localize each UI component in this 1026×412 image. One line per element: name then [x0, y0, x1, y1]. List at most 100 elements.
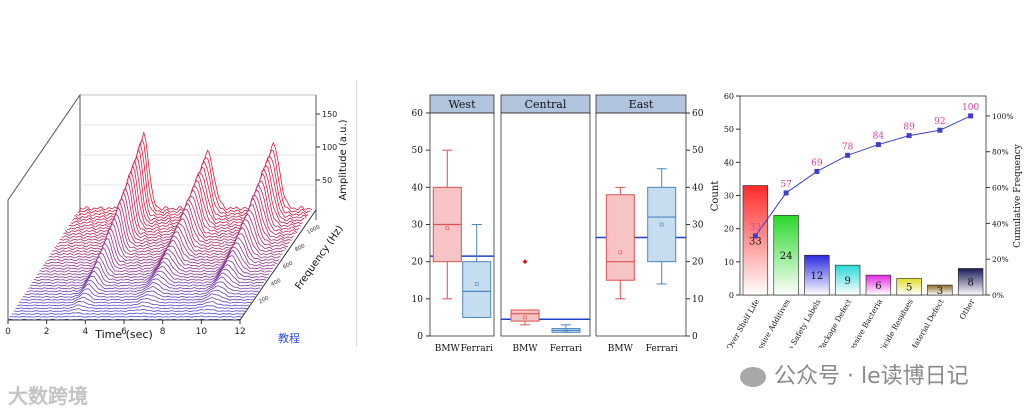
pareto-bar	[773, 215, 799, 296]
box-y-tick-label: 30	[412, 221, 424, 231]
pareto-cumulative-label: 33	[750, 223, 762, 233]
box-mean-marker	[474, 282, 479, 286]
pareto-bar-label: 5	[906, 283, 912, 294]
waterfall-x-label: Time (sec)	[94, 328, 153, 341]
pareto-cumulative-label: 84	[873, 132, 885, 142]
waterfall-x-tick-label: 10	[196, 327, 208, 337]
waterfall-trace	[15, 304, 248, 310]
waterfall-trace	[13, 308, 246, 312]
pareto-bar-label: 6	[875, 281, 881, 292]
pareto-bar	[834, 264, 861, 296]
waterfall-trace	[9, 315, 242, 318]
watermark-left: 大数跨境	[8, 384, 88, 408]
waterfall-y-tick-label: 1000	[306, 224, 322, 236]
pareto-y-tick-label: 0	[729, 291, 734, 300]
box-mean-marker	[564, 328, 568, 333]
pareto-bar-label: 8	[967, 278, 973, 289]
pareto-y-tick-label: 20	[724, 225, 734, 234]
pareto-bar-label: 9	[844, 276, 850, 287]
pareto-x-label: Package Defect	[816, 298, 853, 349]
box-y2-tick-label: 50	[692, 146, 704, 156]
box-x-label: Ferrari	[461, 344, 493, 354]
pareto-cumulative-line	[754, 115, 971, 237]
pareto-cumulative-point	[937, 127, 943, 133]
waterfall-x-tick-label: 0	[5, 327, 11, 337]
watermark-right-text: 公众号 · le读博日记	[774, 364, 969, 389]
pareto-y2-tick-label: 60%	[992, 184, 1009, 193]
box-y2-tick-label: 40	[692, 183, 704, 193]
pareto-cumulative-point	[783, 190, 789, 196]
waterfall-y-label: Frequency (Hz)	[293, 224, 345, 292]
waterfall-x-tick-label: 8	[160, 327, 166, 337]
box-y2-tick-label: 60	[692, 109, 704, 119]
pareto-bar-label: 33	[749, 236, 762, 247]
pareto-y2-tick-label: 0%	[992, 291, 1004, 300]
pareto-bar	[927, 284, 953, 296]
box-mean-marker	[659, 222, 664, 227]
box-y-tick-label: 50	[412, 146, 424, 156]
pareto-cumulative-label: 92	[934, 117, 945, 127]
pareto-y-tick-label: 30	[724, 192, 734, 201]
box-mean-marker	[618, 250, 623, 255]
box-panel-title: East	[629, 98, 654, 111]
pareto-cumulative-point	[875, 142, 881, 148]
waterfall-trace	[17, 301, 250, 307]
box-y-tick-label: 40	[412, 183, 424, 193]
pareto-y2-tick-label: 40%	[992, 219, 1009, 228]
pareto-cumulative-label: 89	[903, 123, 915, 133]
box-y2-tick-label: 20	[692, 258, 704, 268]
pareto-cumulative-label: 100	[962, 103, 979, 113]
waterfall-chart: 0 2 4 6 8 10 12 Time (sec) 50 100 150 Amplitude (a.…	[0, 80, 357, 346]
box-mean-marker	[445, 226, 450, 231]
tutorial-link[interactable]: 教程	[278, 332, 300, 345]
box-y-tick-label: 20	[412, 258, 424, 268]
box-x-label: BMW	[608, 344, 634, 354]
box-panel-frame	[500, 112, 591, 337]
waterfall-x-tick-label: 2	[44, 327, 50, 337]
box-y-tick-label: 10	[412, 295, 424, 305]
waterfall-z-tick-label: 50	[322, 176, 332, 185]
waterfall-left-wall	[7, 93, 81, 320]
box-y2-tick-label: 0	[692, 332, 698, 342]
box-panel-title: West	[449, 98, 477, 111]
pareto-y-tick-label: 60	[724, 92, 734, 101]
waterfall-x-tick-label: 6	[121, 327, 127, 337]
pareto-bar	[742, 185, 769, 296]
waterfall-x-tick-label: 12	[234, 327, 245, 337]
pareto-bar-label: 12	[811, 271, 824, 282]
pareto-bar	[865, 274, 892, 296]
pareto-cumulative-point	[968, 113, 974, 119]
pareto-x-label: Other	[958, 297, 977, 321]
pareto-bar	[896, 278, 922, 296]
waterfall-y-tick-label: 600	[282, 260, 295, 270]
pareto-x-label: Over Shelf Life	[725, 297, 762, 348]
pareto-chart: 33 Over Shelf Life 24 Excessive Additives 12…	[706, 88, 1026, 370]
box-x-label: BMW	[435, 344, 461, 354]
box-mean-marker	[523, 315, 527, 320]
pareto-bar	[804, 254, 830, 296]
pareto-y-tick-label: 40	[724, 158, 734, 167]
box-outlier	[522, 259, 528, 265]
pareto-bar-label: 24	[780, 251, 793, 262]
waterfall-y-tick-label: 400	[270, 278, 283, 288]
box-ferrari	[462, 261, 492, 318]
pareto-cumulative-point	[814, 168, 820, 174]
box-bmw	[510, 309, 540, 322]
box-panel-title: Central	[525, 98, 567, 111]
box-x-label: BMW	[512, 344, 538, 354]
waterfall-y-tick-label: 800	[294, 243, 307, 253]
pareto-cumulative-point	[845, 152, 851, 158]
box-x-label: Ferrari	[646, 344, 678, 354]
box-bmw	[605, 194, 635, 281]
box-y-tick-label: 60	[412, 109, 424, 119]
pareto-bar-label: 3	[937, 286, 943, 297]
waterfall-z-label: Amplitude (a.u.)	[338, 119, 349, 200]
pareto-cumulative-point	[752, 233, 758, 239]
pareto-y-label: Count	[710, 181, 721, 212]
waterfall-y-tick-label: 200	[258, 295, 271, 305]
watermark-right: 公众号 · le读博日记	[740, 358, 969, 390]
pareto-y-tick-label: 10	[724, 258, 734, 267]
pareto-cumulative-point	[906, 133, 912, 139]
pareto-y2-tick-label: 100%	[992, 112, 1013, 121]
